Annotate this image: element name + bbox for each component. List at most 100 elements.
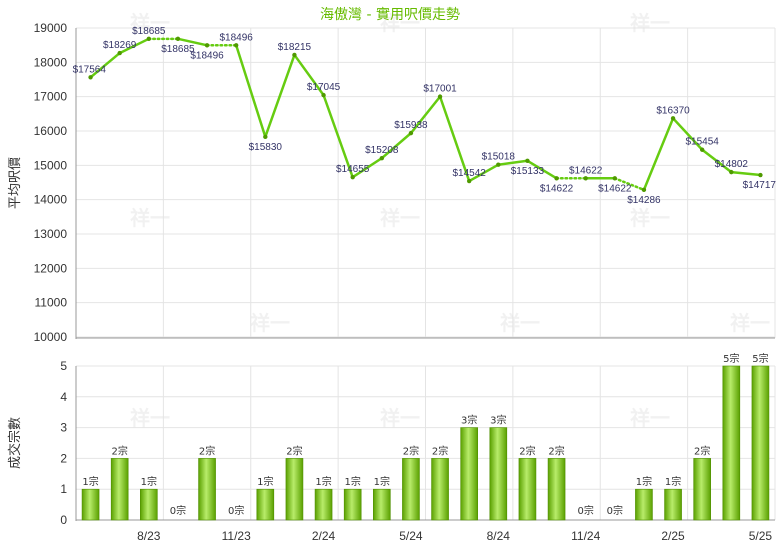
x-tick-label: 11/24 [571,529,600,543]
volume-bar [402,458,420,521]
price-line-segment [613,177,646,192]
price-point [496,162,501,167]
price-point [379,155,385,161]
volume-bar-label: 1宗 [82,475,98,488]
x-tick-label: 8/24 [487,529,511,543]
price-point-label: $17045 [307,82,341,93]
price-point-label: $14286 [627,195,661,206]
price-point [641,187,647,193]
watermark-text: 祥一 [130,206,170,230]
x-tick-label: 8/23 [137,529,161,543]
price-point [263,134,268,140]
volume-bar-label: 2宗 [548,444,564,457]
watermark-text: 祥一 [500,311,540,335]
price-y-tick-label: 12000 [34,261,68,275]
volume-bar-label: 2宗 [403,444,419,457]
volume-bar-label: 5宗 [723,352,739,365]
price-point-labels: $17564$18269$18685$18685$18496$18496$158… [73,26,777,206]
x-tick-label: 11/23 [222,529,251,543]
price-line-segment [671,117,704,151]
price-y-axis-title: 平均呎價 [8,157,23,209]
price-point-label: $18496 [190,50,224,61]
watermark-text: 祥一 [250,311,290,335]
volume-bar-label: 1宗 [257,475,273,488]
price-point-label: $14717 [743,180,777,191]
volume-bar-label: 2宗 [519,444,535,457]
price-point [88,75,93,80]
price-point-label: $15938 [394,120,428,131]
price-line-segment [264,53,296,139]
price-point [175,36,181,42]
price-y-ticks: 10000 11000 12000 13000 14000 15000 16000 17000… [34,21,68,344]
price-point [292,52,297,58]
volume-y-tick-label: 4 [60,390,67,404]
price-point [437,94,443,99]
price-point-label: $14542 [453,168,487,179]
x-tick-label: 2/25 [661,529,685,543]
volume-bar-label: 2宗 [112,444,128,457]
volume-bar-label: 0宗 [228,504,244,517]
volume-bar-label: 5宗 [752,352,768,365]
price-line-segment [322,93,354,179]
x-tick-label: 2/24 [312,529,336,543]
price-point [729,169,734,175]
price-line-series [88,36,763,193]
watermark-text: 祥一 [380,206,420,230]
price-point [117,50,122,56]
price-point-label: $17001 [423,84,457,95]
price-y-tick-label: 16000 [34,124,68,138]
volume-bar [693,458,711,521]
volume-bar [751,365,770,521]
volume-bar-label: 1宗 [374,475,390,488]
price-point-label: $18496 [220,32,254,43]
volume-bar [373,488,391,521]
price-y-tick-label: 14000 [34,193,68,207]
volume-bar-label: 0宗 [607,504,623,517]
price-point [670,116,676,121]
volume-bar-label: 0宗 [578,504,594,517]
price-point [525,158,530,163]
price-y-tick-label: 18000 [34,55,68,69]
price-point [612,176,618,181]
volume-y-ticks: 0 1 2 3 4 5 [60,359,67,527]
price-point [146,36,152,42]
price-y-tick-label: 17000 [34,90,68,104]
volume-bar-label: 2宗 [432,444,448,457]
watermark-text: 祥一 [630,206,670,230]
price-point [583,176,588,181]
chart-title: 海傲灣 - 實用呎價走勢 [320,6,460,23]
price-point [466,178,472,184]
price-line-segment [176,37,209,47]
price-point [204,43,210,48]
price-point-label: $15133 [511,166,545,177]
price-point-label: $14622 [540,183,574,194]
volume-bar [140,488,158,521]
price-point-label: $18685 [161,44,195,55]
volume-bar [198,458,216,521]
price-point [350,174,355,180]
volume-bar [110,458,129,521]
volume-bar [343,488,362,521]
price-point [321,92,326,98]
price-y-tick-label: 19000 [34,21,68,35]
price-line-segment [642,117,675,192]
price-point-label: $17564 [73,64,107,75]
volume-bar-label: 2宗 [199,444,215,457]
volume-bar [256,488,275,521]
volume-bar [547,458,566,521]
price-y-tick-label: 11000 [35,296,68,310]
volume-bar [664,488,682,521]
volume-bars [81,365,770,521]
price-point-label: $14655 [336,164,370,175]
volume-bar-label: 0宗 [170,504,186,517]
price-point-label: $15454 [686,137,720,148]
volume-y-tick-label: 1 [60,482,67,496]
volume-bar-label: 1宗 [345,475,361,488]
watermark-text: 祥一 [380,11,420,35]
price-line-segment [293,53,325,97]
price-line-segment [497,159,529,166]
volume-bar [635,488,653,521]
price-line-segment [409,95,442,135]
price-line-segment [351,156,384,179]
volume-bar-label: 1宗 [315,475,331,488]
